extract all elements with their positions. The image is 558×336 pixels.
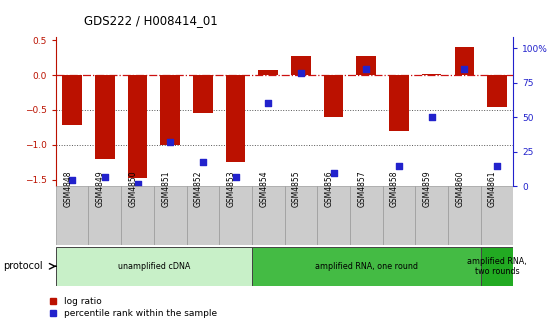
Bar [285, 186, 318, 245]
Point [133, 181, 142, 186]
Text: GSM4861: GSM4861 [488, 171, 497, 207]
Text: GSM4858: GSM4858 [390, 171, 399, 207]
Point [100, 174, 109, 179]
Point [362, 66, 371, 72]
Bar [226, 75, 246, 162]
Bar [258, 70, 278, 75]
Point [296, 70, 305, 76]
Bar [422, 74, 441, 75]
Bar [62, 75, 82, 125]
Point [329, 170, 338, 175]
Point [395, 163, 403, 168]
Bar [193, 75, 213, 114]
Bar [160, 75, 180, 145]
Bar [186, 186, 219, 245]
Bar [455, 47, 474, 75]
Text: GSM4860: GSM4860 [455, 170, 464, 207]
Bar [480, 247, 513, 286]
Text: GSM4855: GSM4855 [292, 170, 301, 207]
Text: GSM4850: GSM4850 [128, 170, 137, 207]
Bar [487, 75, 507, 107]
Point [460, 66, 469, 72]
Text: amplified RNA, one round: amplified RNA, one round [315, 262, 418, 271]
Bar [448, 186, 480, 245]
Point [493, 163, 502, 168]
Bar [252, 247, 480, 286]
Bar [219, 186, 252, 245]
Point [166, 139, 175, 145]
Bar [128, 75, 147, 178]
Point [199, 159, 208, 164]
Text: GSM4854: GSM4854 [259, 170, 268, 207]
Bar [56, 247, 252, 286]
Point [68, 177, 76, 182]
Text: GDS222 / H008414_01: GDS222 / H008414_01 [84, 14, 218, 27]
Text: GSM4852: GSM4852 [194, 171, 203, 207]
Bar [389, 75, 409, 131]
Bar [350, 186, 383, 245]
Text: GSM4856: GSM4856 [325, 170, 334, 207]
Bar [415, 186, 448, 245]
Bar [121, 186, 154, 245]
Bar [89, 186, 121, 245]
Bar [318, 186, 350, 245]
Point [264, 101, 273, 106]
Point [231, 174, 240, 179]
Bar [324, 75, 343, 117]
Bar [252, 186, 285, 245]
Bar [56, 186, 89, 245]
Text: GSM4848: GSM4848 [63, 171, 72, 207]
Bar [95, 75, 114, 159]
Text: GSM4853: GSM4853 [227, 170, 235, 207]
Text: GSM4859: GSM4859 [422, 170, 432, 207]
Bar [154, 186, 186, 245]
Text: unamplified cDNA: unamplified cDNA [118, 262, 190, 271]
Text: GSM4851: GSM4851 [161, 171, 170, 207]
Bar [383, 186, 415, 245]
Bar [480, 186, 513, 245]
Point [427, 115, 436, 120]
Text: GSM4857: GSM4857 [357, 170, 366, 207]
Bar [291, 56, 311, 75]
Bar [357, 56, 376, 75]
Text: amplified RNA,
two rounds: amplified RNA, two rounds [467, 257, 527, 276]
Legend: log ratio, percentile rank within the sample: log ratio, percentile rank within the sa… [49, 297, 217, 319]
Text: protocol: protocol [3, 261, 42, 271]
Text: GSM4849: GSM4849 [96, 170, 105, 207]
